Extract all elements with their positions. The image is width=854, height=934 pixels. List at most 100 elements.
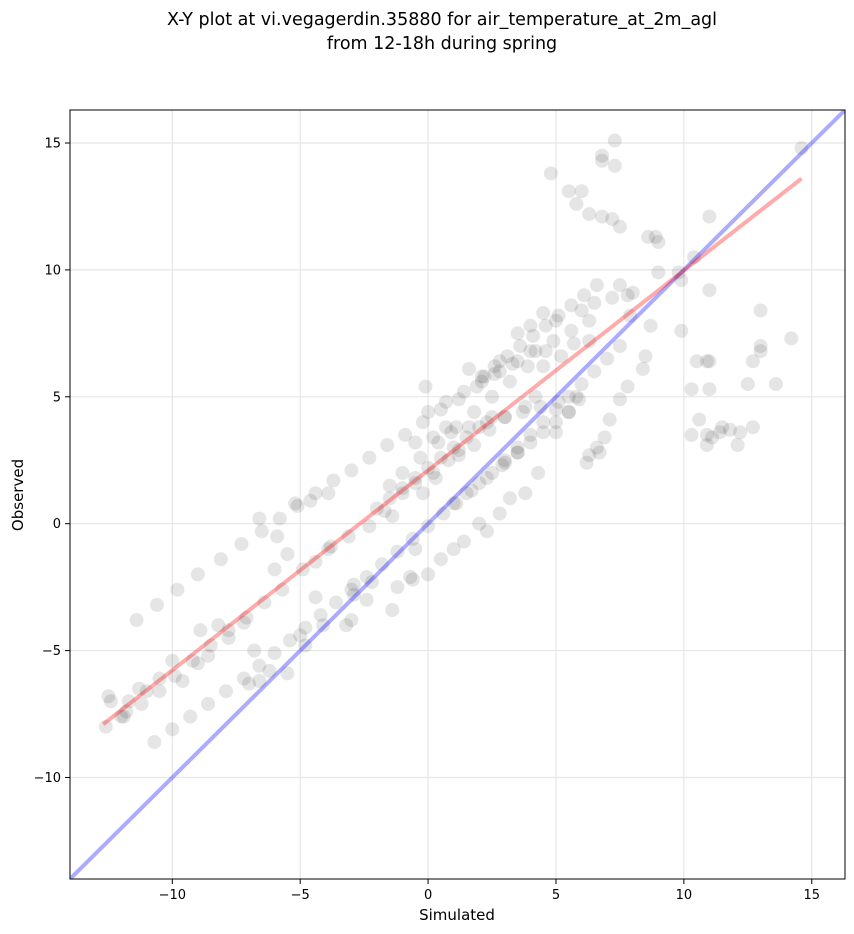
scatter-point	[421, 460, 436, 475]
scatter-point	[549, 313, 563, 328]
scatter-point	[403, 570, 418, 584]
scatter-point	[252, 511, 267, 526]
y-tick-label: 0	[53, 517, 61, 532]
scatter-point	[462, 420, 476, 435]
scatter-point	[612, 392, 627, 407]
scatter-point	[566, 336, 581, 351]
scatter-point	[408, 542, 423, 557]
scatter-point	[139, 684, 154, 699]
scatter-point	[551, 308, 566, 323]
scatter-point	[561, 405, 576, 419]
scatter-point	[190, 567, 205, 582]
fit-line	[102, 176, 803, 726]
scatter-point	[446, 440, 461, 455]
scatter-point	[561, 389, 576, 404]
scatter-point	[464, 483, 479, 498]
scatter-point	[536, 415, 551, 430]
scatter-point	[531, 465, 546, 480]
reference-lines	[70, 110, 845, 879]
scatter-point	[469, 379, 484, 394]
scatter-point	[398, 427, 413, 442]
scatter-point	[715, 420, 730, 435]
scatter-point	[607, 158, 622, 173]
scatter-point	[416, 415, 430, 430]
x-tick-label: −5	[291, 888, 310, 903]
scatter-point	[418, 379, 433, 394]
scatter-point	[344, 582, 359, 597]
y-tick-label: −5	[42, 644, 61, 659]
scatter-point	[295, 562, 310, 577]
scatter-point	[574, 377, 589, 392]
scatter-point	[369, 501, 384, 516]
scatter-point	[290, 498, 305, 513]
scatter-point	[702, 354, 717, 369]
scatter-point	[536, 359, 551, 374]
scatter-point	[753, 344, 768, 359]
scatter-point	[211, 618, 226, 633]
scatter-point	[467, 405, 482, 419]
scatter-point	[745, 354, 760, 369]
scatter-point	[451, 392, 466, 407]
scatter-point	[722, 422, 737, 437]
scatter-point	[339, 618, 354, 633]
scatter-point	[699, 438, 714, 452]
scatter-point	[515, 405, 530, 419]
x-axis-label: Simulated	[419, 906, 495, 924]
scatter-point	[257, 595, 272, 610]
scatter-point	[313, 608, 328, 623]
scatter-point	[479, 524, 494, 539]
scatter-point	[433, 402, 448, 417]
scatter-point	[165, 722, 180, 737]
scatter-point	[436, 506, 451, 521]
scatter-point	[592, 445, 607, 460]
scatter-point	[510, 354, 525, 369]
x-axis-ticks: −10 −5 0 5 10 15	[159, 879, 820, 903]
scatter-point	[344, 613, 359, 628]
scatter-point	[492, 364, 507, 379]
scatter-point	[221, 623, 236, 638]
scatter-point	[536, 306, 551, 320]
scatter-point	[699, 427, 714, 442]
scatter-point	[582, 448, 597, 463]
scatter-point	[502, 491, 517, 506]
scatter-point	[643, 318, 658, 333]
scatter-point	[607, 133, 622, 148]
scatter-point	[474, 369, 489, 384]
scatter-point	[375, 557, 389, 572]
scatter-point	[518, 486, 533, 501]
scatter-point	[344, 463, 359, 478]
chart-title: X-Y plot at vi.vegagerdin.35880 for air_…	[167, 10, 717, 30]
scatter-point	[625, 285, 640, 300]
scatter-point	[280, 547, 295, 562]
scatter-point	[587, 364, 602, 379]
scatter-point	[293, 628, 308, 643]
scatter-point	[705, 430, 719, 445]
scatter-point	[612, 278, 627, 293]
scatter-point	[433, 450, 448, 465]
scatter-point	[497, 410, 512, 425]
scatter-point	[569, 389, 584, 404]
scatter-point	[467, 438, 482, 452]
scatter-point	[236, 615, 251, 630]
scatter-point	[510, 445, 525, 460]
scatter-point	[794, 141, 809, 156]
scatter-point	[523, 427, 538, 442]
scatter-point	[623, 308, 638, 323]
scatter-point	[219, 684, 233, 699]
scatter-point	[485, 410, 499, 425]
y-tick-label: 15	[44, 136, 61, 151]
scatter-point	[523, 344, 538, 359]
scatter-point	[651, 235, 666, 249]
scatter-point	[167, 669, 182, 683]
scatter-point	[638, 349, 653, 364]
scatter-point	[421, 567, 436, 582]
scatter-point	[308, 554, 323, 569]
scatter-point	[441, 453, 456, 468]
scatter-point	[648, 229, 663, 244]
grid-lines	[70, 110, 845, 879]
scatter-point	[497, 455, 512, 470]
scatter-point	[784, 331, 799, 346]
scatter-point	[733, 425, 748, 440]
